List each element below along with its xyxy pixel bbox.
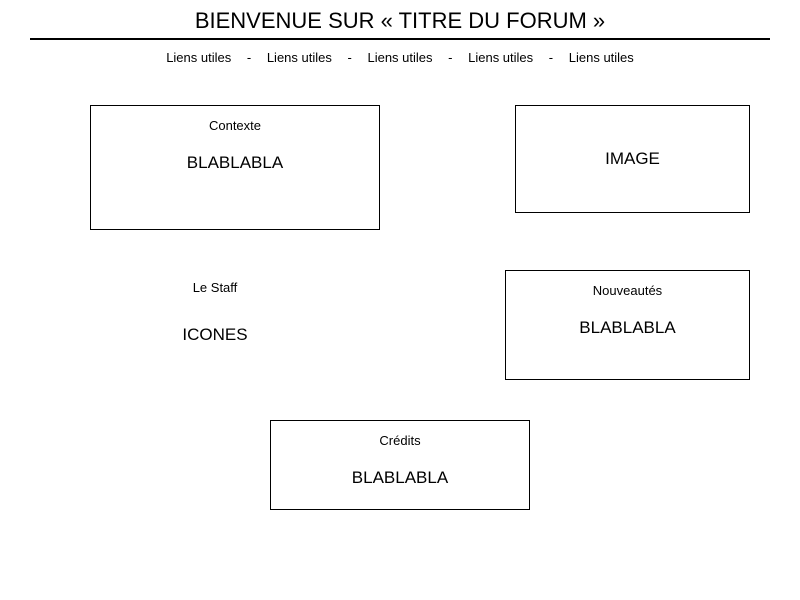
credits-title: Crédits (271, 433, 529, 448)
contexte-title: Contexte (91, 118, 379, 133)
nav-link[interactable]: Liens utiles (166, 50, 231, 65)
nav-separator: - (348, 50, 352, 65)
nav-separator: - (448, 50, 452, 65)
nav-link[interactable]: Liens utiles (569, 50, 634, 65)
nav-link[interactable]: Liens utiles (267, 50, 332, 65)
staff-content: ICONES (105, 325, 325, 345)
image-content: IMAGE (605, 149, 660, 169)
contexte-content: BLABLABLA (91, 153, 379, 173)
nav-links: Liens utiles - Liens utiles - Liens util… (30, 50, 770, 65)
nav-link[interactable]: Liens utiles (367, 50, 432, 65)
nav-link[interactable]: Liens utiles (468, 50, 533, 65)
contexte-box: Contexte BLABLABLA (90, 105, 380, 230)
nav-separator: - (549, 50, 553, 65)
title-divider (30, 38, 770, 40)
staff-title: Le Staff (105, 280, 325, 295)
image-box: IMAGE (515, 105, 750, 213)
nouveautes-content: BLABLABLA (506, 318, 749, 338)
staff-section: Le Staff ICONES (105, 280, 325, 345)
credits-content: BLABLABLA (271, 468, 529, 488)
page-title: BIENVENUE SUR « TITRE DU FORUM » (30, 8, 770, 34)
credits-box: Crédits BLABLABLA (270, 420, 530, 510)
nouveautes-title: Nouveautés (506, 283, 749, 298)
nouveautes-box: Nouveautés BLABLABLA (505, 270, 750, 380)
nav-separator: - (247, 50, 251, 65)
